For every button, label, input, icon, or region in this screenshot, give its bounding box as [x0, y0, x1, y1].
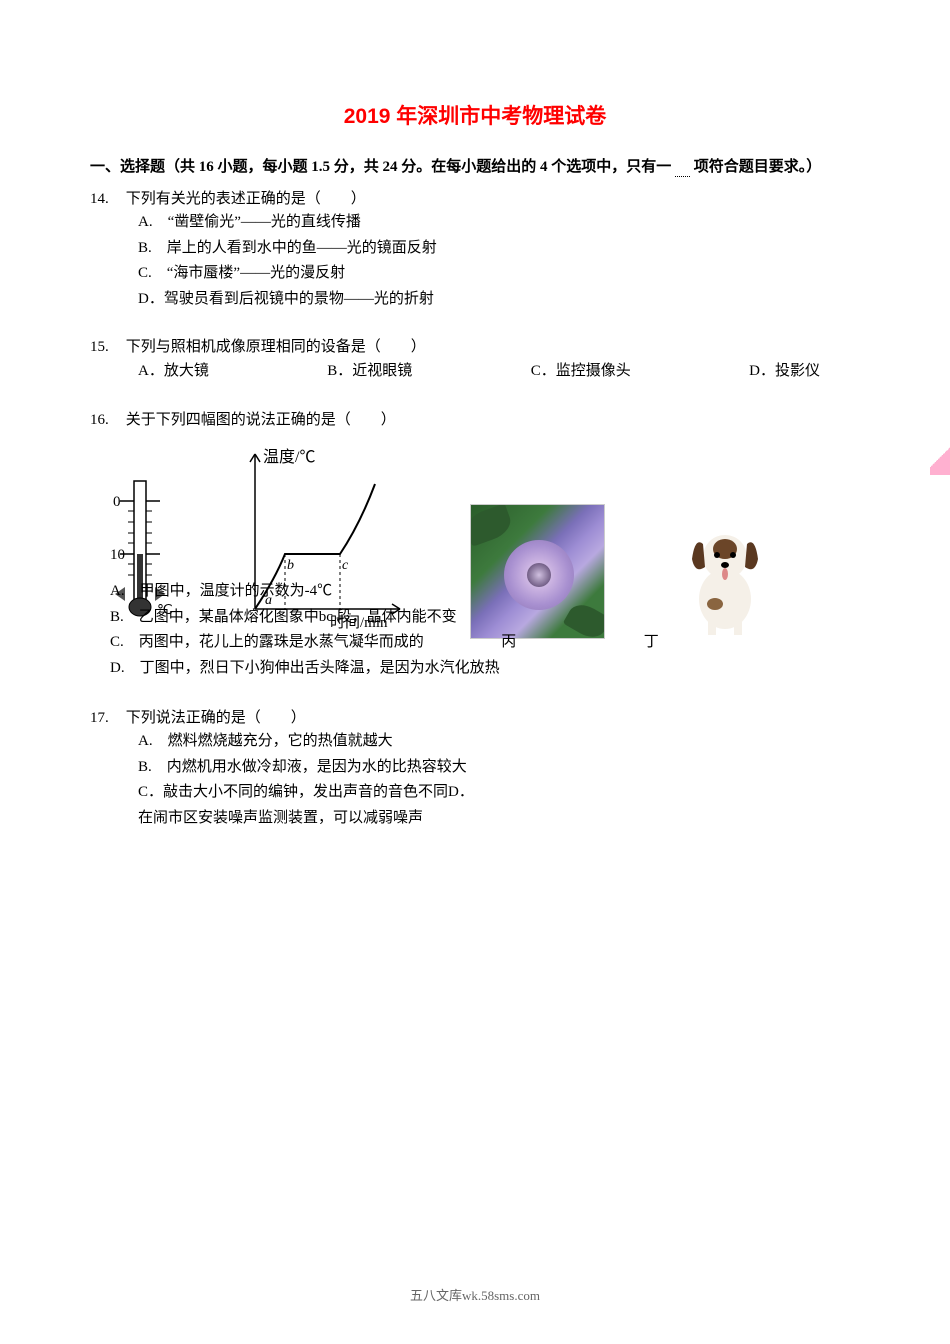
q15-option-d: D．投影仪 — [749, 359, 820, 380]
section-header-dotted — [675, 159, 690, 177]
q16-option-d: D. 丁图中，烈日下小狗伸出舌头降温，是因为水汽化放热 — [110, 656, 860, 682]
q16-option-b: B. 乙图中，某晶体熔化图象中bc 段，晶体内能不变 — [110, 605, 860, 631]
watermark-corner — [930, 440, 950, 475]
q15-option-b: B．近视眼镜 — [327, 359, 412, 380]
q15-stem: 下列与照相机成像原理相同的设备是（ ） — [126, 339, 426, 355]
q16-options: A. 甲图中，温度计的示数为-4℃ B. 乙图中，某晶体熔化图象中bc 段，晶体… — [90, 579, 860, 681]
page-title: 2019 年深圳市中考物理试卷 — [90, 100, 860, 130]
svg-text:b: b — [287, 558, 294, 573]
q15-number: 15. — [90, 339, 122, 356]
q16-option-a: A. 甲图中，温度计的示数为-4℃ — [110, 579, 860, 605]
page-footer: 五八文库wk.58sms.com — [0, 1285, 950, 1304]
q14-number: 14. — [90, 191, 122, 208]
q16-stem-row: 16. 关于下列四幅图的说法正确的是（ ） — [90, 408, 860, 429]
fig-label-bing: 丙 — [501, 634, 516, 650]
svg-text:0: 0 — [113, 494, 121, 510]
question-14: 14. 下列有关光的表述正确的是（ ） A. “凿壁偷光”——光的直线传播 B.… — [90, 187, 860, 310]
fig-label-ding: 丁 — [644, 634, 659, 650]
q16-stem: 关于下列四幅图的说法正确的是（ ） — [126, 412, 396, 428]
q15-option-a: A．放大镜 — [138, 359, 209, 380]
section-header-line2: 项符合题目要求。） — [694, 159, 822, 175]
q14-option-d: D．驾驶员看到后视镜中的景物——光的折射 — [138, 288, 860, 311]
q15-option-c: C．监控摄像头 — [531, 359, 631, 380]
q14-stem: 下列有关光的表述正确的是（ ） — [126, 191, 366, 207]
question-16: 16. 关于下列四幅图的说法正确的是（ ） — [90, 408, 860, 681]
q17-stem: 下列说法正确的是（ ） — [126, 710, 306, 726]
svg-text:10: 10 — [110, 547, 125, 563]
q17-option-d: 在闹市区安装噪声监测装置，可以减弱噪声 — [138, 807, 860, 830]
svg-text:c: c — [342, 558, 349, 573]
q15-options: A．放大镜 B．近视眼镜 C．监控摄像头 D．投影仪 — [90, 359, 860, 380]
q14-option-c: C. “海市蜃楼”——光的漫反射 — [138, 262, 860, 285]
q17-stem-row: 17. 下列说法正确的是（ ） — [90, 706, 860, 727]
q14-option-b: B. 岸上的人看到水中的鱼——光的镜面反射 — [138, 237, 860, 260]
q17-number: 17. — [90, 710, 122, 727]
q17-option-c: C．敲击大小不同的编钟，发出声音的音色不同D． — [138, 781, 860, 804]
section-header-line1: 一、选择题（共 16 小题，每小题 1.5 分，共 24 分。在每小题给出的 4… — [90, 159, 671, 175]
q15-stem-row: 15. 下列与照相机成像原理相同的设备是（ ） — [90, 335, 860, 356]
q14-option-a: A. “凿壁偷光”——光的直线传播 — [138, 211, 860, 234]
svg-text:温度/℃: 温度/℃ — [263, 448, 315, 466]
q16-option-c: C. 丙图中，花儿上的露珠是水蒸气凝华而成的 丙 丁 — [110, 630, 860, 656]
section-header: 一、选择题（共 16 小题，每小题 1.5 分，共 24 分。在每小题给出的 4… — [90, 155, 860, 179]
q17-option-b: B. 内燃机用水做冷却液，是因为水的比热容较大 — [138, 756, 860, 779]
q14-options: A. “凿壁偷光”——光的直线传播 B. 岸上的人看到水中的鱼——光的镜面反射 … — [90, 211, 860, 310]
question-15: 15. 下列与照相机成像原理相同的设备是（ ） A．放大镜 B．近视眼镜 C．监… — [90, 335, 860, 380]
q17-option-a: A. 燃料燃烧越充分，它的热值就越大 — [138, 730, 860, 753]
question-17: 17. 下列说法正确的是（ ） A. 燃料燃烧越充分，它的热值就越大 B. 内燃… — [90, 706, 860, 829]
q14-stem-row: 14. 下列有关光的表述正确的是（ ） — [90, 187, 860, 208]
q16-number: 16. — [90, 412, 122, 429]
q17-options: A. 燃料燃烧越充分，它的热值就越大 B. 内燃机用水做冷却液，是因为水的比热容… — [90, 730, 860, 829]
